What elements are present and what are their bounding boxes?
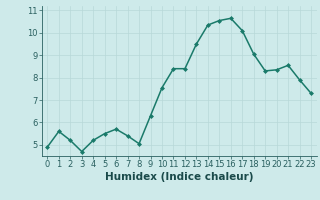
X-axis label: Humidex (Indice chaleur): Humidex (Indice chaleur) [105, 172, 253, 182]
